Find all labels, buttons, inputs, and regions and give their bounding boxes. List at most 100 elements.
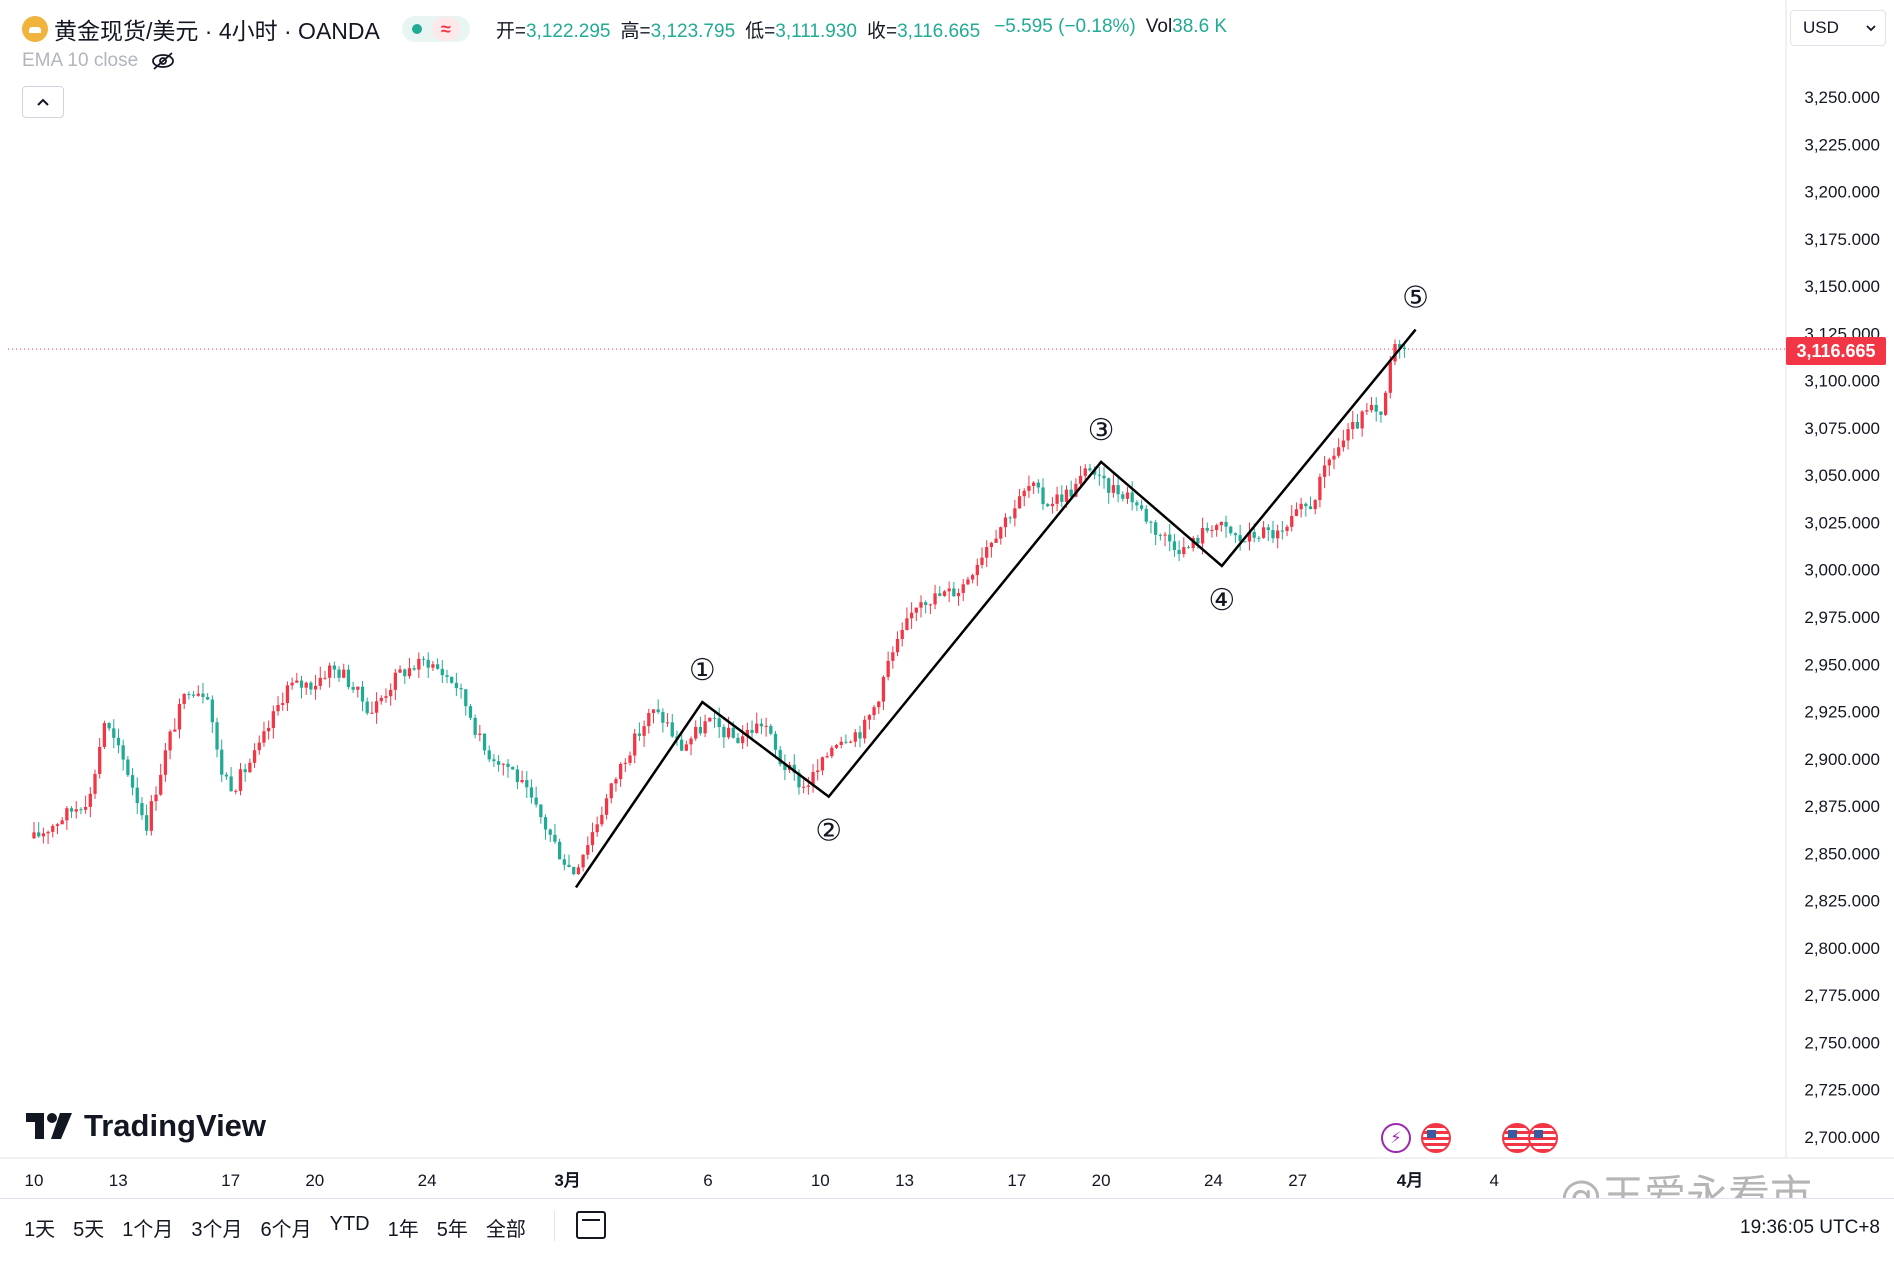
candle-body — [328, 665, 332, 678]
wave-label-3: ③ — [1088, 413, 1115, 448]
candle-body — [755, 723, 759, 733]
candle-body — [914, 607, 918, 613]
x-tick-label: 10 — [811, 1171, 830, 1190]
candle-body — [196, 693, 200, 696]
candle-body — [1294, 509, 1299, 516]
range-6m-button[interactable]: 6个月 — [260, 1219, 312, 1241]
tradingview-logo[interactable]: TradingView — [26, 1108, 266, 1144]
candle-body — [393, 672, 398, 690]
symbol-title[interactable]: 黄金现货/美元 · 4小时 · OANDA — [54, 18, 380, 44]
candle-body — [905, 618, 909, 630]
candle-body — [1308, 506, 1313, 510]
candle-body — [1365, 410, 1369, 412]
candle-body — [557, 841, 562, 860]
candle-body — [182, 694, 186, 704]
candle-body — [1243, 541, 1247, 543]
candle-body — [201, 693, 205, 697]
candle-body — [1276, 530, 1280, 539]
candle-body — [187, 694, 191, 696]
toolbar-divider — [554, 1211, 555, 1241]
candle-body — [342, 669, 346, 678]
candle-body — [1130, 492, 1134, 503]
candle-body — [271, 711, 275, 728]
candle-body — [534, 797, 538, 805]
y-tick-label: 3,150.000 — [1804, 277, 1880, 296]
chevron-up-icon — [37, 98, 49, 106]
y-tick-label: 3,025.000 — [1804, 513, 1880, 532]
bottom-toolbar: 1天 5天 1个月 3个月 6个月 YTD 1年 5年 全部 19:36:05 … — [0, 1198, 1894, 1261]
candle-body — [116, 737, 121, 746]
candle-body — [1144, 508, 1148, 522]
candle-body — [726, 727, 731, 738]
ohlc-values: 开=3,122.295 高=3,123.795 低=3,111.930 收=3,… — [496, 16, 1227, 43]
candle-body — [121, 745, 125, 760]
candle-body — [1069, 489, 1073, 497]
candle-body — [736, 737, 740, 744]
candle-body — [1022, 490, 1026, 497]
candle-body — [980, 557, 984, 565]
x-tick-label: 3月 — [554, 1171, 580, 1190]
candle-body — [1224, 521, 1228, 527]
candle-body — [647, 713, 651, 727]
candle-body — [1229, 526, 1233, 534]
candle-body — [356, 686, 360, 690]
us-flag-event-icon[interactable] — [1528, 1123, 1558, 1153]
collapse-legend-button[interactable] — [22, 86, 64, 118]
x-tick-label: 6 — [703, 1171, 712, 1190]
candle-body — [299, 680, 304, 688]
symbol-legend: 黄金现货/美元 · 4小时 · OANDA ≈ 开=3,122.295 高=3,… — [22, 12, 1227, 46]
close-value: 3,116.665 — [897, 20, 981, 42]
candle-body — [1299, 503, 1303, 510]
candle-body — [440, 668, 444, 676]
candle-body — [454, 682, 459, 689]
range-5d-button[interactable]: 5天 — [73, 1219, 105, 1241]
range-all-button[interactable]: 全部 — [485, 1219, 526, 1241]
y-tick-label: 3,075.000 — [1804, 419, 1880, 438]
candle-body — [830, 747, 834, 757]
us-flag-event-icon[interactable] — [1502, 1123, 1532, 1153]
wave-label-5: ⑤ — [1402, 281, 1429, 316]
candle-body — [609, 783, 613, 799]
goto-date-icon[interactable] — [576, 1211, 606, 1239]
candle-body — [1322, 465, 1327, 477]
range-1m-button[interactable]: 1个月 — [122, 1219, 174, 1241]
candle-body — [215, 722, 219, 750]
candle-body — [670, 722, 674, 737]
flash-event-icon[interactable]: ⚡ — [1381, 1123, 1411, 1153]
range-ytd-button[interactable]: YTD — [329, 1213, 370, 1235]
x-tick-label: 13 — [895, 1171, 914, 1190]
clock-timezone[interactable]: 19:36:05 UTC+8 — [1740, 1217, 1880, 1238]
candle-body — [1398, 344, 1402, 348]
currency-select[interactable]: USD — [1790, 10, 1886, 46]
y-tick-label: 3,225.000 — [1804, 135, 1880, 154]
y-tick-label: 2,975.000 — [1804, 608, 1880, 627]
eye-off-icon[interactable] — [150, 51, 176, 71]
candle-body — [220, 749, 224, 775]
range-5y-button[interactable]: 5年 — [436, 1219, 468, 1241]
range-1y-button[interactable]: 1年 — [387, 1219, 419, 1241]
open-value: 3,122.295 — [525, 20, 611, 42]
candle-body — [206, 696, 210, 700]
candle-body — [1351, 421, 1355, 430]
candle-body — [689, 738, 693, 745]
y-tick-label: 3,000.000 — [1804, 561, 1880, 580]
indicator-legend[interactable]: EMA 10 close — [22, 50, 176, 72]
us-flag-event-icon[interactable] — [1421, 1123, 1451, 1153]
candle-body — [51, 825, 55, 832]
candle-body — [1261, 527, 1266, 538]
elliott-wave-line[interactable] — [574, 328, 1417, 889]
candle-body — [459, 688, 463, 690]
candle-body — [1031, 482, 1036, 486]
market-status-pill[interactable]: ≈ — [401, 16, 470, 42]
candle-body — [863, 719, 867, 739]
candle-body — [848, 741, 853, 743]
range-3m-button[interactable]: 3个月 — [191, 1219, 243, 1241]
candle-body — [694, 726, 698, 739]
candle-body — [281, 703, 285, 705]
candle-body — [590, 832, 595, 846]
range-1d-button[interactable]: 1天 — [24, 1219, 56, 1241]
y-tick-label: 2,825.000 — [1804, 892, 1880, 911]
candle-body — [933, 593, 937, 605]
candle-body — [1158, 534, 1162, 536]
